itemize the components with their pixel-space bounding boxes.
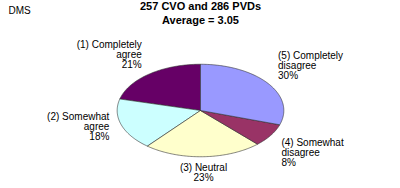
svg-text:Average = 3.05: Average = 3.05 [162,14,239,26]
svg-text:257 CVO and 286 PVDs: 257 CVO and 286 PVDs [140,0,261,12]
svg-text:(5) Completelydisagree30%: (5) Completelydisagree30% [278,50,343,81]
svg-text:(3) Neutral23%: (3) Neutral23% [180,162,227,183]
svg-text:(4) Somewhatdisagree8%: (4) Somewhatdisagree8% [281,137,343,168]
svg-text:(2) Somewhatagree18%: (2) Somewhatagree18% [47,111,110,142]
svg-text:(1) Completelyagree21%: (1) Completelyagree21% [77,39,142,70]
svg-text:DMS: DMS [9,5,32,16]
